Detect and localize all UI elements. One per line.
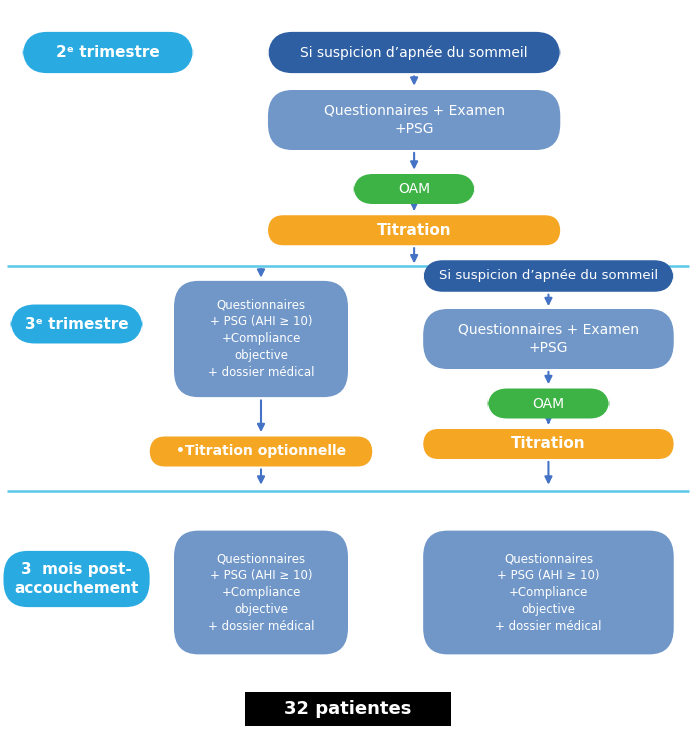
- FancyBboxPatch shape: [353, 174, 475, 204]
- FancyBboxPatch shape: [246, 692, 451, 726]
- Text: OAM: OAM: [532, 397, 564, 410]
- FancyBboxPatch shape: [423, 429, 674, 459]
- FancyBboxPatch shape: [268, 215, 560, 245]
- Text: Titration: Titration: [377, 223, 452, 238]
- Text: 3  mois post-
accouchement: 3 mois post- accouchement: [15, 562, 139, 596]
- FancyBboxPatch shape: [150, 436, 372, 466]
- FancyBboxPatch shape: [268, 32, 560, 73]
- FancyBboxPatch shape: [423, 260, 674, 292]
- Text: 3ᵉ trimestre: 3ᵉ trimestre: [25, 316, 128, 332]
- FancyBboxPatch shape: [487, 388, 610, 418]
- FancyBboxPatch shape: [10, 304, 143, 344]
- FancyBboxPatch shape: [174, 531, 348, 654]
- Text: Questionnaires + Examen
+PSG: Questionnaires + Examen +PSG: [324, 104, 505, 136]
- FancyBboxPatch shape: [423, 309, 674, 369]
- Text: OAM: OAM: [398, 182, 430, 196]
- FancyBboxPatch shape: [268, 90, 560, 150]
- Text: Questionnaires
+ PSG (AHI ≥ 10)
+Compliance
objective
+ dossier médical: Questionnaires + PSG (AHI ≥ 10) +Complia…: [495, 552, 602, 633]
- Text: Titration: Titration: [511, 436, 586, 451]
- FancyBboxPatch shape: [3, 550, 150, 608]
- Text: •Titration optionnelle: •Titration optionnelle: [176, 445, 346, 458]
- Text: Si suspicion d’apnée du sommeil: Si suspicion d’apnée du sommeil: [439, 269, 658, 283]
- Text: Questionnaires
+ PSG (AHI ≥ 10)
+Compliance
objective
+ dossier médical: Questionnaires + PSG (AHI ≥ 10) +Complia…: [207, 552, 315, 633]
- Text: Questionnaires
+ PSG (AHI ≥ 10)
+Compliance
objective
+ dossier médical: Questionnaires + PSG (AHI ≥ 10) +Complia…: [207, 298, 315, 380]
- Text: Questionnaires + Examen
+PSG: Questionnaires + Examen +PSG: [458, 322, 639, 356]
- FancyBboxPatch shape: [174, 280, 348, 398]
- FancyBboxPatch shape: [22, 32, 193, 73]
- Text: 2ᵉ trimestre: 2ᵉ trimestre: [56, 45, 160, 60]
- Text: 32 patientes: 32 patientes: [284, 700, 412, 718]
- FancyBboxPatch shape: [423, 531, 674, 654]
- Text: Si suspicion d’apnée du sommeil: Si suspicion d’apnée du sommeil: [300, 45, 528, 60]
